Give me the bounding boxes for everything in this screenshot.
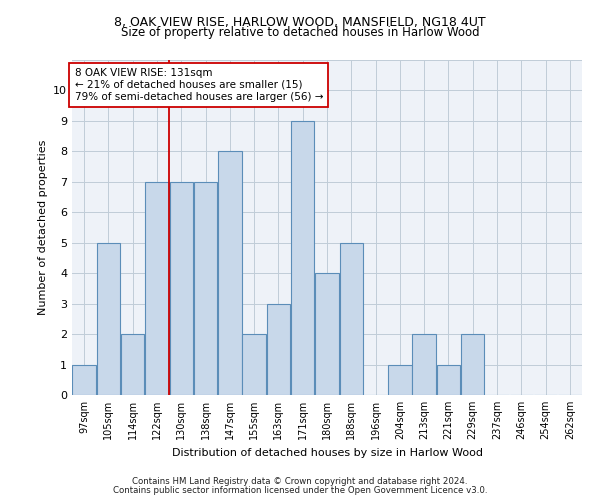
- Text: 8 OAK VIEW RISE: 131sqm
← 21% of detached houses are smaller (15)
79% of semi-de: 8 OAK VIEW RISE: 131sqm ← 21% of detache…: [74, 68, 323, 102]
- Text: 8, OAK VIEW RISE, HARLOW WOOD, MANSFIELD, NG18 4UT: 8, OAK VIEW RISE, HARLOW WOOD, MANSFIELD…: [114, 16, 486, 29]
- Bar: [73, 364, 96, 395]
- Text: Contains public sector information licensed under the Open Government Licence v3: Contains public sector information licen…: [113, 486, 487, 495]
- X-axis label: Distribution of detached houses by size in Harlow Wood: Distribution of detached houses by size …: [172, 448, 482, 458]
- Bar: [218, 152, 242, 395]
- Bar: [145, 182, 169, 395]
- Bar: [315, 273, 339, 395]
- Text: Contains HM Land Registry data © Crown copyright and database right 2024.: Contains HM Land Registry data © Crown c…: [132, 477, 468, 486]
- Bar: [97, 242, 120, 395]
- Bar: [242, 334, 266, 395]
- Bar: [412, 334, 436, 395]
- Bar: [340, 242, 363, 395]
- Bar: [388, 364, 412, 395]
- Y-axis label: Number of detached properties: Number of detached properties: [38, 140, 47, 315]
- Bar: [461, 334, 484, 395]
- Bar: [121, 334, 145, 395]
- Bar: [194, 182, 217, 395]
- Bar: [291, 121, 314, 395]
- Bar: [266, 304, 290, 395]
- Text: Size of property relative to detached houses in Harlow Wood: Size of property relative to detached ho…: [121, 26, 479, 39]
- Bar: [170, 182, 193, 395]
- Bar: [437, 364, 460, 395]
